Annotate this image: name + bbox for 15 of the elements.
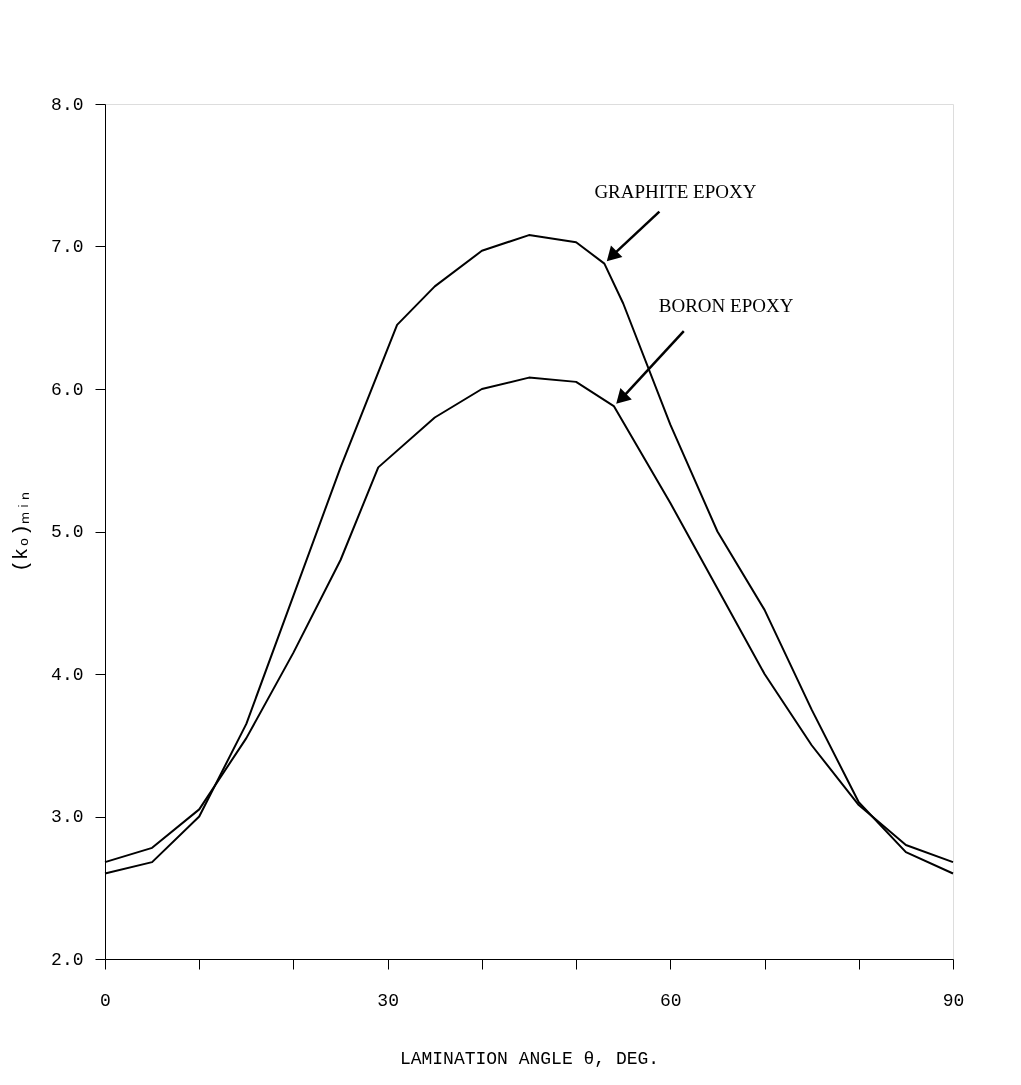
x-tick-label: 60 <box>660 990 682 1011</box>
y-tick-label: 2.0 <box>51 949 84 970</box>
y-tick-label: 4.0 <box>51 664 84 685</box>
y-tick-label: 6.0 <box>51 379 84 400</box>
y-tick-label: 7.0 <box>51 237 84 257</box>
y-tick-label: 8.0 <box>51 94 84 115</box>
text: BORON EPOXY <box>658 295 794 317</box>
x-tick-label: 0 <box>100 990 111 1011</box>
y-tick-label: 5.0 <box>51 522 84 542</box>
y-tick-label: 3.0 <box>51 807 84 827</box>
x-tick-label: 90 <box>942 990 965 1011</box>
x-tick-label: 30 <box>377 990 399 1011</box>
x-axis-title: LAMINATION ANGLE θ, DEG. <box>399 1048 660 1069</box>
y-axis-title: (kₒ)ₘᵢₙ <box>10 491 34 573</box>
text: GRAPHITE EPOXY <box>594 180 757 202</box>
